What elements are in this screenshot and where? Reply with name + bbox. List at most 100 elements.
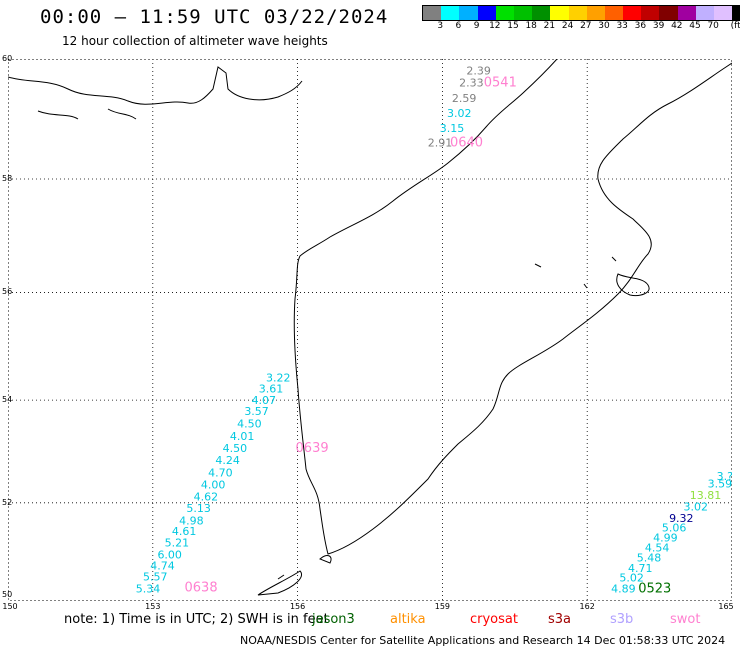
pass-time-label: 0541 bbox=[484, 76, 517, 91]
footer-credit: NOAA/NESDIS Center for Satellite Applica… bbox=[240, 634, 726, 647]
altimeter-tracks: 2.392.33 2.59 3.02 3.15 2.91 3.223.614.073.57… bbox=[136, 64, 732, 595]
wave-height-value: 2.39 bbox=[466, 64, 491, 77]
longitude-label: 150 bbox=[2, 602, 18, 611]
wave-height-value: 2.59 bbox=[452, 92, 477, 105]
colorbar-swatch bbox=[550, 6, 569, 20]
colorbar-tick-label: 6 bbox=[455, 21, 462, 31]
colorbar-swatch bbox=[732, 6, 740, 20]
wave-height-value: 4.54 bbox=[645, 541, 670, 554]
wave-height-value: 3.59 bbox=[708, 478, 732, 491]
colorbar-swatch bbox=[659, 6, 678, 20]
map-subtitle: 12 hour collection of altimeter wave hei… bbox=[62, 34, 328, 48]
colorbar-swatch bbox=[495, 6, 514, 20]
wave-height-value: 3.57 bbox=[244, 405, 269, 418]
colorbar-tick-label: 21 bbox=[543, 21, 556, 31]
latitude-label: 60 bbox=[2, 54, 13, 63]
colorbar-tick-label: 33 bbox=[616, 21, 628, 31]
wave-height-colorbar bbox=[422, 5, 740, 21]
map-area: 2.39 2.33 2.59 3.02 3.15 2.91 3.22 3.61 4.07 3.57… bbox=[8, 59, 732, 601]
colorbar-tick-label: 27 bbox=[580, 21, 592, 31]
satellite-legend-item: s3a bbox=[548, 612, 572, 627]
colorbar-tick-label: 39 bbox=[652, 21, 665, 31]
colorbar-tick-label: 12 bbox=[489, 21, 501, 31]
colorbar-tick-label: 45 bbox=[689, 21, 701, 31]
satellite-legend-item: s3b bbox=[610, 612, 634, 627]
colorbar-tick-label: 24 bbox=[561, 21, 574, 31]
map-title: 00:00 – 11:59 UTC 03/22/2024 bbox=[40, 6, 389, 28]
longitude-label: 156 bbox=[289, 602, 306, 611]
colorbar-tick-label: 42 bbox=[671, 21, 683, 31]
wave-height-value: 4.70 bbox=[208, 467, 233, 480]
pass-time-labels: 0541 0640 0639 0638 0523 bbox=[185, 76, 672, 597]
colorbar-swatch bbox=[677, 6, 696, 20]
wave-height-value: 5.06 bbox=[662, 522, 687, 535]
wave-height-value: 3.15 bbox=[440, 122, 465, 135]
wave-height-value: 4.07 bbox=[252, 394, 277, 407]
wave-height-value: 5.34 bbox=[136, 582, 161, 595]
wave-height-value: 2.33 bbox=[459, 77, 484, 90]
wave-height-value: 4.98 bbox=[179, 514, 204, 527]
wave-height-value: 3.02 bbox=[684, 500, 709, 513]
satellite-legend-item: cryosat bbox=[470, 612, 518, 627]
wave-height-value: 3.61 bbox=[259, 382, 284, 395]
colorbar-swatch bbox=[477, 6, 496, 20]
wave-height-value: 4.71 bbox=[628, 562, 653, 575]
map-canvas: 2.392.33 2.59 3.02 3.15 2.91 3.223.614.073.57… bbox=[8, 59, 732, 601]
longitude-label: 153 bbox=[145, 602, 161, 611]
colorbar-swatch bbox=[641, 6, 660, 20]
wave-height-value: 4.00 bbox=[201, 479, 226, 492]
pass-time-label: 0639 bbox=[296, 441, 329, 456]
wave-height-value: 2.91 bbox=[428, 137, 453, 150]
latitude-label: 50 bbox=[2, 590, 13, 599]
latitude-label: 58 bbox=[2, 173, 13, 183]
longitude-label: 159 bbox=[434, 602, 451, 611]
latitude-label: 52 bbox=[2, 497, 13, 507]
colorbar-swatch bbox=[586, 6, 605, 20]
pass-time-label: 0638 bbox=[185, 580, 218, 595]
wave-height-value: 4.99 bbox=[653, 532, 678, 545]
coastline bbox=[8, 59, 732, 596]
colorbar-tick-label: (ft) bbox=[730, 21, 740, 31]
satellite-legend-item: altika bbox=[390, 612, 426, 627]
colorbar-swatch bbox=[441, 6, 460, 20]
wave-height-value: 4.50 bbox=[223, 442, 248, 455]
latitude-label: 54 bbox=[2, 395, 13, 405]
graticule bbox=[8, 59, 732, 601]
units-note: note: 1) Time is in UTC; 2) SWH is in fe… bbox=[64, 612, 329, 627]
colorbar-swatch bbox=[459, 6, 478, 20]
wave-height-value: 3.02 bbox=[447, 107, 472, 120]
wave-height-value: 3.22 bbox=[266, 372, 291, 385]
wave-height-value: 4.61 bbox=[172, 525, 197, 538]
colorbar-swatch bbox=[423, 6, 442, 20]
wave-height-value: 5.02 bbox=[619, 572, 644, 585]
colorbar-tick-label: 15 bbox=[507, 21, 519, 31]
wave-height-value: 5.57 bbox=[143, 571, 168, 584]
wave-height-value: 3.? bbox=[717, 470, 732, 483]
colorbar-tick-label: 3 bbox=[437, 21, 444, 31]
latitude-label: 56 bbox=[2, 287, 13, 297]
wave-height-value: 6.00 bbox=[157, 548, 182, 561]
pass-time-label: 0640 bbox=[450, 136, 483, 151]
wave-height-value: 4.74 bbox=[150, 560, 175, 573]
pass-time-label: 0523 bbox=[638, 581, 671, 596]
wave-height-value: 4.01 bbox=[230, 430, 255, 443]
wave-height-value: 5.13 bbox=[186, 502, 211, 515]
colorbar-swatch bbox=[513, 6, 533, 20]
colorbar-tick-label: 18 bbox=[525, 21, 537, 31]
colorbar-swatch bbox=[532, 6, 551, 20]
colorbar-swatch bbox=[695, 6, 714, 20]
satellite-legend-item: swot bbox=[670, 612, 701, 627]
colorbar-swatch bbox=[714, 6, 733, 20]
wave-height-value: 4.89 bbox=[611, 582, 636, 595]
longitude-label: 162 bbox=[579, 602, 595, 611]
wave-height-value: 4.24 bbox=[215, 454, 240, 467]
wave-height-value: 5.21 bbox=[165, 537, 190, 550]
colorbar-tick-label: 70 bbox=[707, 21, 719, 31]
longitude-label: 165 bbox=[718, 602, 734, 611]
wave-height-value: 4.62 bbox=[194, 490, 219, 503]
satellite-legend-item: jason3 bbox=[312, 612, 355, 627]
colorbar-swatch bbox=[568, 6, 587, 20]
wave-height-value: 9.32 bbox=[669, 512, 694, 525]
wave-height-value: 5.48 bbox=[637, 551, 662, 564]
